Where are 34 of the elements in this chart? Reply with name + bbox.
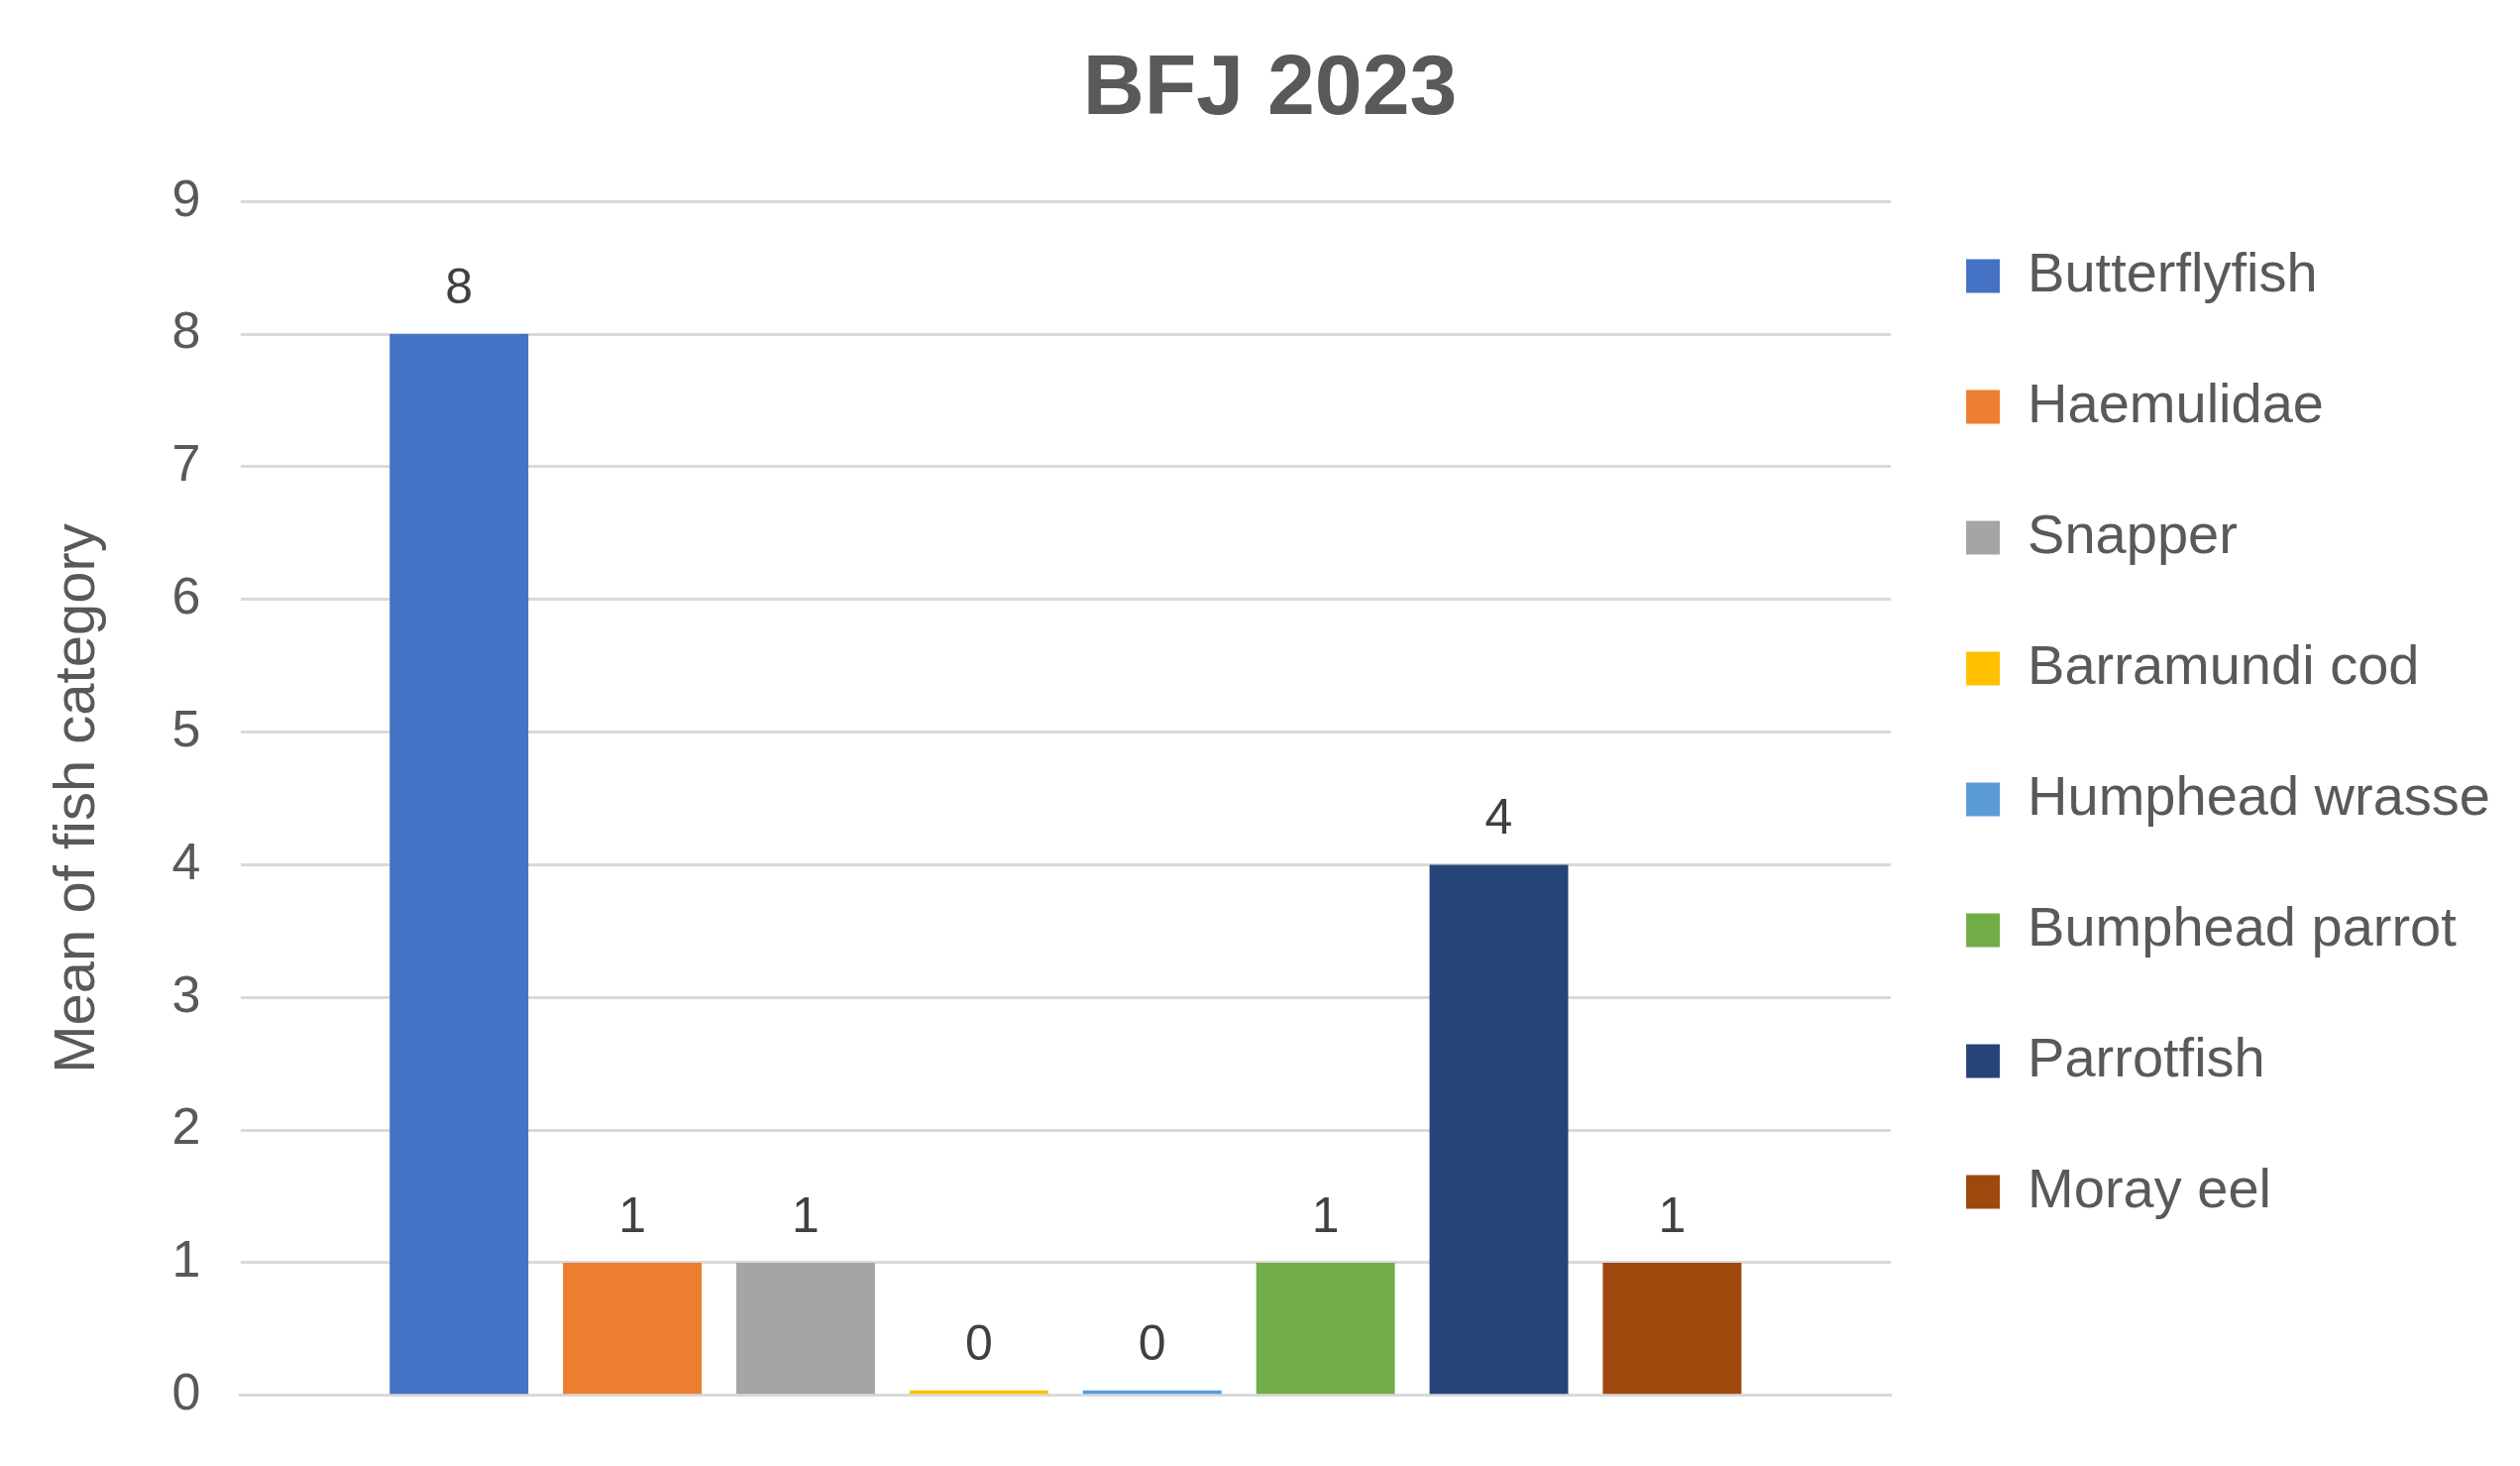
bar	[736, 1262, 875, 1395]
y-tick-label: 6	[171, 567, 201, 625]
legend-label: Haemulidae	[2027, 371, 2324, 434]
legend-label: Humphead wrasse	[2027, 763, 2491, 827]
y-tick-label: 1	[171, 1230, 201, 1289]
data-label: 4	[1484, 789, 1513, 846]
bar	[1429, 864, 1569, 1395]
y-tick-label: 3	[171, 964, 201, 1023]
data-label: 0	[1138, 1314, 1166, 1371]
data-label: 1	[1658, 1186, 1687, 1243]
bar	[389, 334, 529, 1395]
y-tick-label: 0	[171, 1363, 201, 1421]
y-tick-label: 4	[171, 832, 201, 890]
data-label: 1	[792, 1186, 820, 1243]
y-axis-title: Mean of fish category	[41, 523, 106, 1073]
y-tick-label: 9	[171, 169, 201, 227]
legend-label: Moray eel	[2027, 1156, 2271, 1219]
data-label: 1	[618, 1186, 646, 1243]
bar	[563, 1262, 703, 1395]
legend-label: Barramundi cod	[2027, 632, 2420, 696]
data-label: 1	[1311, 1186, 1340, 1243]
y-tick-label: 5	[171, 699, 201, 757]
bar	[1256, 1262, 1395, 1395]
legend-label: Bumphead parrot	[2027, 894, 2458, 958]
y-tick-label: 7	[171, 434, 201, 493]
data-label: 0	[964, 1314, 993, 1371]
legend-label: Parrotfish	[2027, 1025, 2265, 1088]
y-tick-label: 2	[171, 1097, 201, 1156]
data-label: 8	[445, 258, 474, 314]
chart-title: BFJ 2023	[1082, 37, 1458, 133]
legend-label: Snapper	[2027, 502, 2238, 565]
y-tick-label: 8	[171, 301, 201, 360]
legend-label: Butterflyfish	[2027, 240, 2318, 303]
bar	[1602, 1262, 1742, 1395]
